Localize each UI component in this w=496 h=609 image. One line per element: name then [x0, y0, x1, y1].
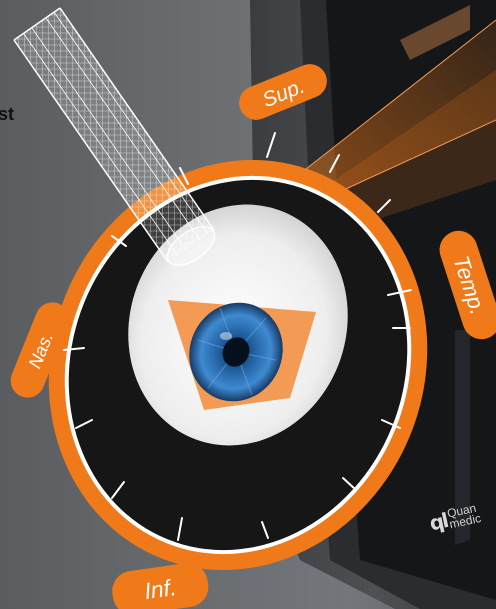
truncated-caption: st — [0, 104, 15, 124]
dial-ticks — [63, 132, 412, 541]
orientation-dial — [48, 132, 428, 571]
ultrasound-probe-icon — [13, 7, 216, 267]
svg-text:Inf.: Inf. — [143, 574, 178, 604]
brand-logo-line2: medic — [448, 511, 483, 532]
pupil — [222, 337, 250, 367]
label-inferior: Inf. — [112, 563, 209, 609]
brand-logo-words: Quan medic — [446, 501, 483, 532]
label-nasal: Nas. — [10, 302, 70, 398]
brand-logo-mark: ql — [427, 508, 450, 536]
